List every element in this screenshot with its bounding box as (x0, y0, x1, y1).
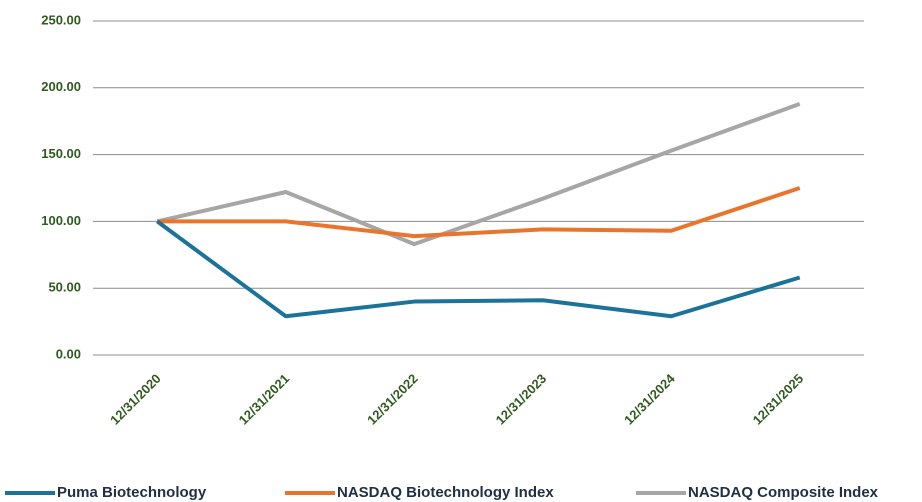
legend-label: NASDAQ Composite Index (688, 484, 879, 501)
y-tick-label: 150.00 (41, 146, 81, 161)
x-tick-label: 12/31/2020 (107, 371, 164, 428)
series-line (157, 186, 801, 239)
x-tick-label: 12/31/2021 (236, 371, 293, 428)
y-tick-label: 0.00 (56, 346, 81, 361)
y-tick-label: 250.00 (41, 12, 81, 27)
x-tick-label: 12/31/2025 (750, 371, 807, 428)
legend-label: NASDAQ Biotechnology Index (337, 484, 554, 501)
y-tick-label: 100.00 (41, 213, 81, 228)
y-tick-label: 200.00 (41, 79, 81, 94)
x-tick-label: 12/31/2022 (364, 371, 421, 428)
x-tick-label: 12/31/2024 (621, 370, 678, 427)
series-line (156, 101, 801, 247)
y-tick-label: 50.00 (48, 280, 81, 295)
series-line (156, 219, 801, 319)
legend-label: Puma Biotechnology (57, 484, 207, 501)
x-tick-label: 12/31/2023 (493, 371, 550, 428)
